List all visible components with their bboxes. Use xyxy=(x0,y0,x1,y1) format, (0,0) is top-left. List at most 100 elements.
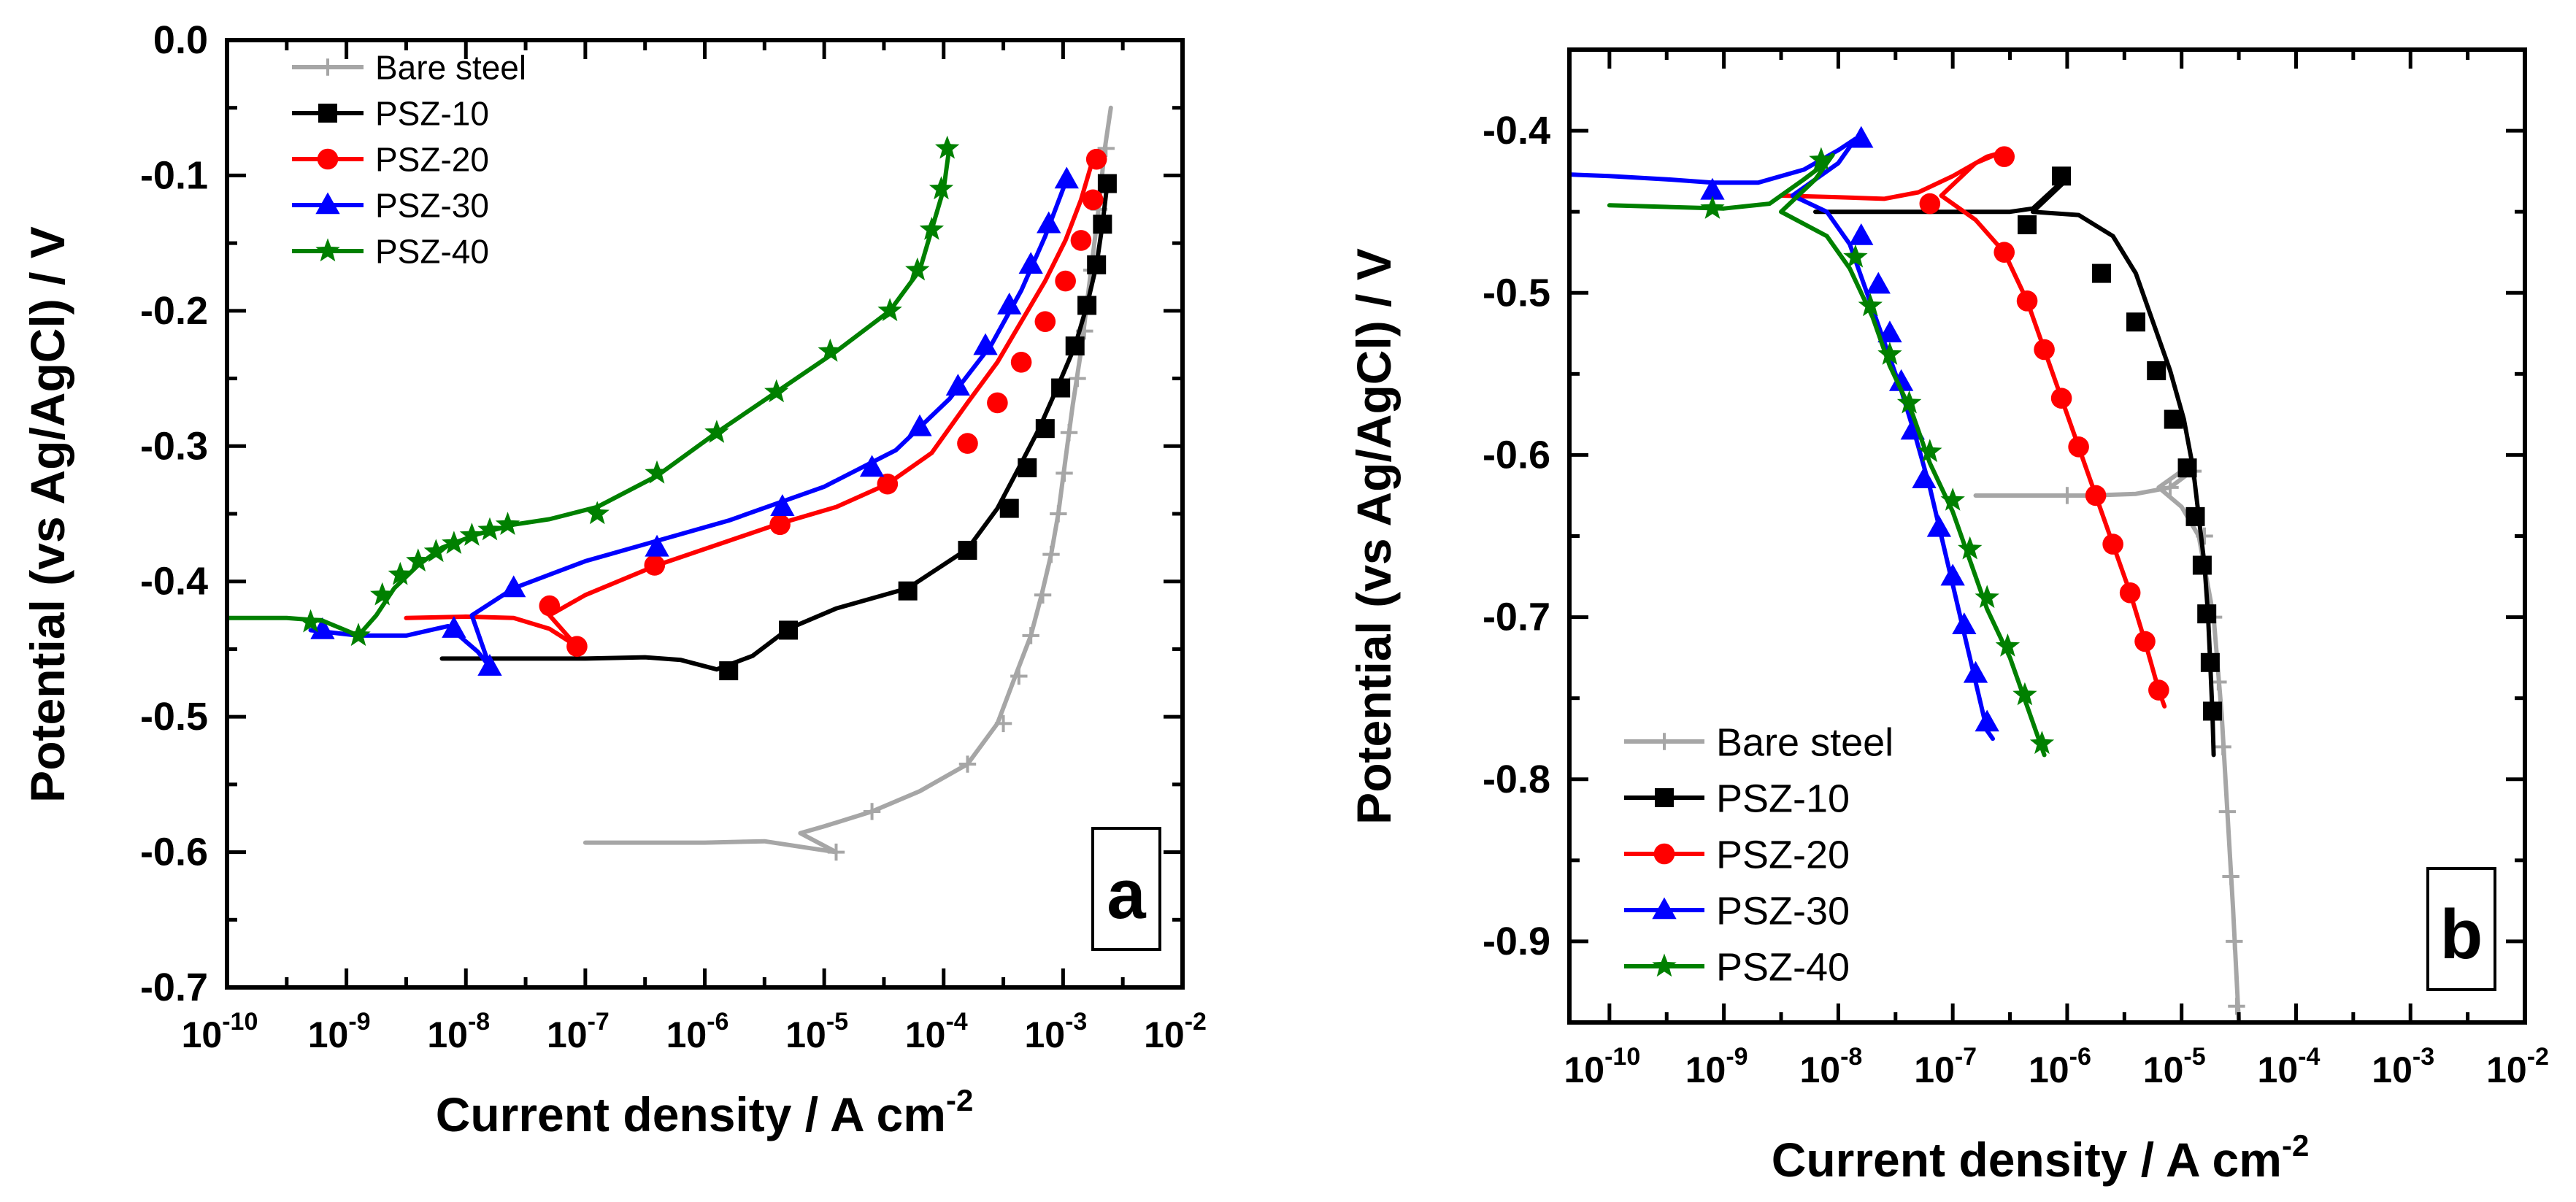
x-tick-label: 10-4 xyxy=(2258,1043,2321,1090)
x-axis-label-text-b: Current density / A cm xyxy=(1772,1133,2282,1187)
data-point xyxy=(958,755,977,773)
data-point xyxy=(1051,378,1071,398)
data-point xyxy=(1082,189,1104,211)
data-point xyxy=(2197,604,2217,624)
data-point xyxy=(779,620,799,640)
data-point xyxy=(997,292,1022,315)
data-point xyxy=(1877,320,1902,343)
legend-swatch-marker xyxy=(1656,733,1673,750)
data-point xyxy=(645,460,669,484)
data-point xyxy=(987,392,1008,414)
data-point xyxy=(1097,174,1117,193)
y-tick-label: -0.3 xyxy=(140,424,208,468)
data-point xyxy=(2085,485,2107,506)
data-point xyxy=(370,582,395,606)
data-point xyxy=(2058,487,2076,504)
data-point xyxy=(477,517,502,541)
data-point xyxy=(1069,369,1086,388)
data-point xyxy=(769,514,791,536)
data-point xyxy=(501,575,526,598)
data-point xyxy=(2148,679,2169,701)
data-point xyxy=(2192,555,2212,575)
panel-a: 10-10 10-9 10-8 10-7 10-6 10-5 10-4 10-3 10-2 0.0… xyxy=(20,18,1207,1141)
x-tick-label: 10-7 xyxy=(547,1008,610,1055)
legend-label: PSZ-10 xyxy=(1716,777,1850,820)
data-point xyxy=(1010,667,1028,685)
data-point xyxy=(2222,868,2239,885)
legend-item: PSZ-10 xyxy=(1624,777,1850,820)
series-psz-40-a xyxy=(227,135,960,647)
series-line xyxy=(1813,177,2216,758)
series-line xyxy=(404,157,1096,649)
data-point xyxy=(585,501,610,525)
x-tick-label: 10-10 xyxy=(1564,1043,1640,1090)
data-point xyxy=(2119,582,2141,604)
data-point xyxy=(935,135,960,159)
data-point xyxy=(1975,585,1999,609)
data-point xyxy=(1888,369,1914,391)
data-point xyxy=(1958,536,1983,560)
data-point xyxy=(1097,139,1115,158)
legend-label: Bare steel xyxy=(375,49,526,87)
x-axis-label-a: Current density / A cm-2 xyxy=(436,1083,974,1141)
data-point xyxy=(907,414,932,436)
x-tick-label: 10-8 xyxy=(427,1008,490,1055)
x-tick-label: 10-5 xyxy=(785,1008,848,1055)
data-point xyxy=(1054,166,1079,189)
data-point xyxy=(1085,148,1107,170)
data-point xyxy=(1018,252,1043,274)
data-point xyxy=(1034,586,1052,604)
data-point xyxy=(477,653,502,676)
y-axis-label-a: Potential (vs Ag/AgCl) / V xyxy=(20,226,74,803)
ticks-b xyxy=(1569,50,2527,1025)
data-point xyxy=(1037,211,1061,234)
data-point xyxy=(1940,488,1965,511)
legend-label: Bare steel xyxy=(1716,720,1893,764)
x-tick-label: 10-6 xyxy=(666,1008,729,1055)
data-point xyxy=(1993,242,2015,263)
x-tick-label: 10-9 xyxy=(308,1008,371,1055)
data-point xyxy=(2068,436,2089,458)
series-psz-30-a xyxy=(308,166,1079,676)
data-point xyxy=(1060,424,1078,442)
data-point xyxy=(1849,126,1874,148)
data-point xyxy=(2228,998,2245,1015)
data-point xyxy=(1070,230,1092,251)
legend-swatch-marker xyxy=(1652,897,1677,920)
data-point xyxy=(2016,290,2038,312)
x-tick-label: 10-7 xyxy=(1914,1043,1977,1090)
data-point xyxy=(1993,146,2015,167)
data-point xyxy=(1087,255,1107,274)
data-point xyxy=(2147,361,2166,380)
y-tick-label: -0.5 xyxy=(1483,271,1550,315)
series-psz-20-a xyxy=(404,148,1107,658)
x-tick-label: 10-3 xyxy=(1024,1008,1087,1055)
data-point xyxy=(719,661,739,681)
series-line xyxy=(308,177,1069,669)
x-tick-label: 10-2 xyxy=(1144,1008,1207,1055)
data-point xyxy=(2029,731,2055,755)
data-point xyxy=(1055,270,1076,292)
data-point xyxy=(877,473,899,495)
series-line xyxy=(1607,153,2047,758)
data-point xyxy=(459,523,485,546)
panel-label-a: a xyxy=(1107,855,1146,933)
tick-labels-a: 10-10 10-9 10-8 10-7 10-6 10-5 10-4 10-3 10-2 0.0… xyxy=(140,18,1207,1055)
data-point xyxy=(1912,466,1937,489)
data-point xyxy=(1940,563,1965,586)
x-tick-label: 10-5 xyxy=(2143,1043,2206,1090)
legend-label: PSZ-10 xyxy=(375,95,489,133)
data-point xyxy=(1010,352,1032,373)
data-point xyxy=(1018,458,1037,477)
data-point xyxy=(2126,312,2145,332)
data-point xyxy=(973,333,998,355)
data-point xyxy=(958,541,977,560)
x-axis-label-sup-a: -2 xyxy=(946,1083,973,1117)
data-point xyxy=(2052,166,2072,186)
data-point xyxy=(764,379,789,403)
plot-area-b xyxy=(1569,126,2245,1022)
data-point xyxy=(994,714,1012,733)
legend-b: Bare steel PSZ-10 PSZ-20 PSZ-30 PSZ-40 xyxy=(1624,720,1893,989)
data-point xyxy=(2134,631,2156,652)
data-point xyxy=(818,338,842,362)
